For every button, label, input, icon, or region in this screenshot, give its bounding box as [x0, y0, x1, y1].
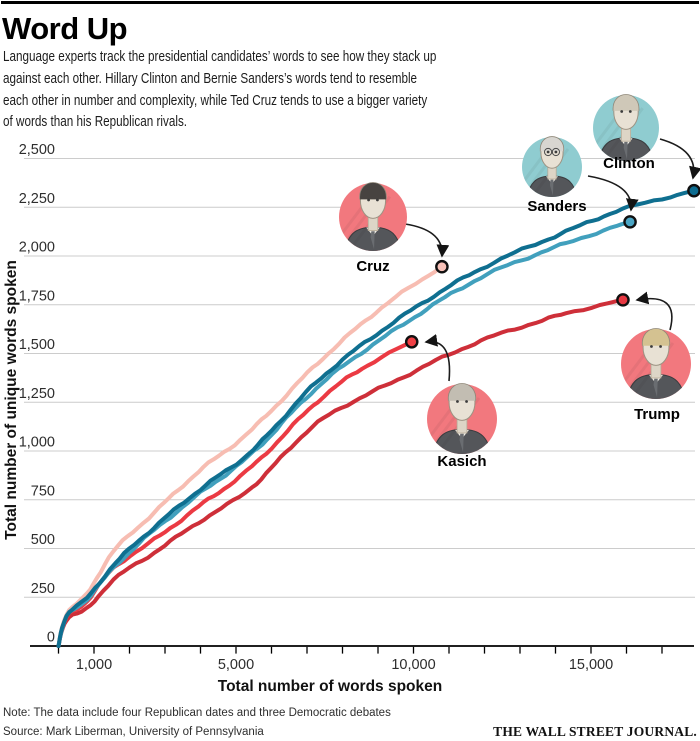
trump-label: Trump [634, 406, 680, 423]
trump-series-line [56, 297, 625, 648]
x-tick-label-10000: 10,000 [391, 657, 435, 673]
clinton-pointer-arrow [659, 138, 700, 180]
chart-description: Language experts track the presidential … [3, 48, 437, 131]
trump-pointer-arrow [635, 291, 673, 331]
y-axis-title: Total number of unique words spoken [3, 260, 20, 540]
trump-avatar: Trump [621, 328, 691, 423]
cruz-label: Cruz [356, 258, 389, 275]
y-tick-label-2000: 2,000 [19, 240, 55, 256]
page-title: Word Up [2, 11, 128, 46]
x-tick-label-5000: 5,000 [218, 657, 254, 673]
y-tick-label-0: 0 [47, 630, 55, 646]
y-tick-label-250: 250 [31, 581, 55, 597]
kasich-avatar: Kasich [427, 383, 497, 470]
sanders-endpoint-dot [623, 215, 637, 229]
y-tick-label-1500: 1,500 [19, 337, 55, 353]
x-tick-label-15000: 15,000 [569, 657, 613, 673]
cruz-series-line [56, 264, 444, 648]
top-rule [1, 1, 699, 4]
kasich-avatar-hair [447, 383, 477, 401]
trump-endpoint-dot [616, 293, 630, 307]
vocabulary-line-chart: 0 250 500 750 1,000 1,250 1,500 1,750 2,000 2,250… [3, 94, 700, 695]
y-tick-label-2250: 2,250 [19, 191, 55, 207]
clinton-avatar-hair [612, 94, 640, 111]
clinton-label: Clinton [603, 155, 655, 172]
chart-source: Source: Mark Liberman, University of Pen… [3, 726, 264, 738]
kasich-endpoint-dot [404, 334, 419, 349]
y-tick-label-750: 750 [31, 483, 55, 499]
y-tick-label-1750: 1,750 [19, 288, 55, 304]
y-tick-label-1000: 1,000 [19, 435, 55, 451]
y-tick-label-500: 500 [31, 532, 55, 548]
cruz-pointer-arrow [404, 223, 450, 258]
cruz-avatar-hair [359, 182, 387, 200]
clinton-series-line [56, 188, 696, 648]
trump-avatar-hair [641, 328, 671, 346]
wsj-logo: THE WALL STREET JOURNAL. [493, 724, 697, 739]
kasich-series-line [56, 339, 414, 648]
y-tick-label-2500: 2,500 [19, 142, 55, 158]
x-tick-label-1000: 1,000 [76, 657, 112, 673]
clinton-avatar: Clinton [593, 94, 659, 172]
y-tick-label-1250: 1,250 [19, 386, 55, 402]
chart-note: Note: The data include four Republican d… [3, 707, 391, 719]
sanders-label: Sanders [527, 198, 586, 215]
cruz-endpoint-dot [435, 259, 449, 274]
sanders-avatar-hair [539, 136, 565, 152]
clinton-endpoint-dot [687, 183, 700, 198]
kasich-label: Kasich [437, 453, 486, 470]
x-axis-title: Total number of words spoken [218, 678, 442, 695]
kasich-pointer-arrow [424, 334, 451, 382]
sanders-pointer-arrow [587, 175, 639, 212]
cruz-avatar: Cruz [339, 182, 407, 275]
sanders-avatar: Sanders [522, 136, 587, 215]
sanders-series-line [56, 219, 632, 648]
